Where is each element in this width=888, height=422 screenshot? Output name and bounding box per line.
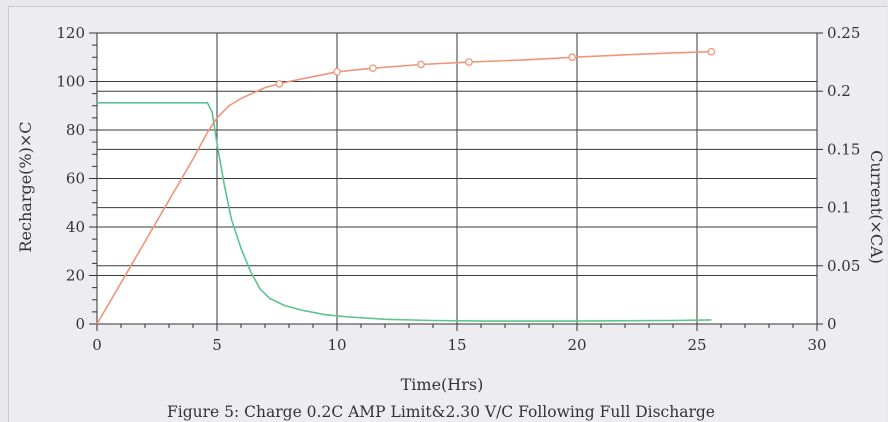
y-right-tick-label: 0.2: [827, 82, 851, 100]
y-right-tick-label: 0.25: [827, 24, 860, 42]
recharge-point: [369, 64, 377, 73]
y-left-tick-label: 80: [66, 121, 85, 139]
x-tick-label: 10: [327, 336, 346, 354]
recharge-point: [333, 67, 341, 76]
y-left-tick-label: 60: [66, 170, 85, 188]
data-series: [96, 47, 716, 325]
y-left-tick-label: 20: [66, 267, 85, 285]
chart-panel: 0 5 10 15 20 25 30 0 20 40 60 80 100 120 0 0.05 0.1 0.15 0…: [8, 6, 887, 422]
figure-caption: Figure 5: Charge 0.2C AMP Limit&2.30 V/C…: [167, 403, 715, 421]
recharge-point: [568, 53, 577, 62]
y-right-tick-label: 0.15: [827, 140, 860, 158]
x-tick-label: 25: [687, 336, 706, 354]
y-right-tick-label: 0: [827, 315, 837, 333]
x-tick-label: 30: [807, 336, 826, 354]
recharge-point: [707, 47, 716, 56]
tick-marks: [89, 32, 823, 331]
tick-labels: 0 5 10 15 20 25 3002040608010012000.050.10.150…: [56, 24, 860, 354]
y-axis-left-label: Recharge(%)×C: [16, 121, 35, 252]
x-tick-label: 15: [447, 336, 466, 354]
y-axis-right-label: Current(×CA): [867, 150, 886, 264]
x-tick-label: 20: [567, 336, 586, 354]
current-curve: [97, 102, 712, 322]
x-axis-label: Time(Hrs): [401, 375, 484, 394]
recharge-curve: [96, 50, 712, 325]
y-right-tick-label: 0.1: [827, 199, 851, 217]
y-right-tick-label: 0.05: [827, 257, 860, 275]
y-left-tick-label: 100: [56, 73, 85, 91]
x-tick-label: 0: [92, 336, 102, 354]
y-left-tick-label: 40: [66, 218, 85, 236]
recharge-point: [275, 80, 284, 88]
charge-chart: 0 5 10 15 20 25 3002040608010012000.050.10.150…: [16, 24, 886, 421]
grid-lines: [97, 33, 817, 324]
x-tick-label: 5: [212, 336, 222, 354]
y-left-tick-label: 0: [75, 315, 85, 333]
recharge-point: [417, 60, 425, 69]
recharge-point: [465, 58, 473, 66]
y-left-tick-label: 120: [56, 24, 85, 42]
